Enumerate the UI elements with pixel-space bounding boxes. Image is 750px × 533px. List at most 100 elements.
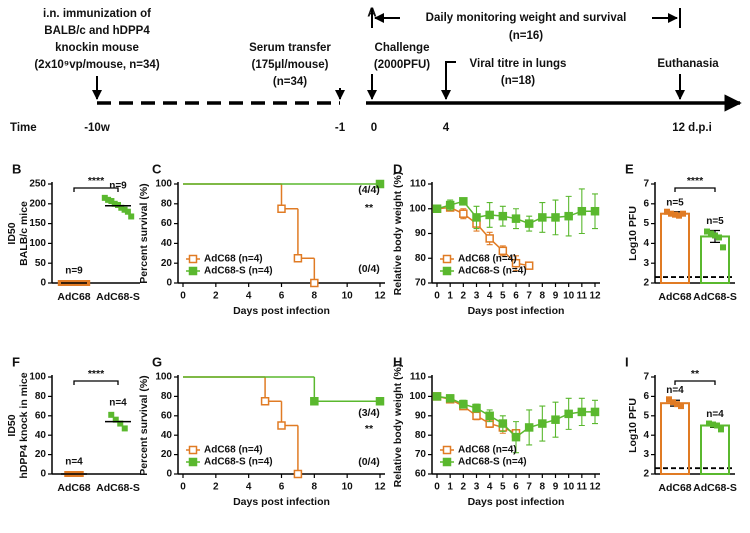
y-tick-label: 70 — [415, 278, 427, 289]
data-point — [664, 208, 670, 215]
data-point — [720, 244, 726, 251]
data-point — [128, 213, 135, 220]
data-point — [551, 415, 560, 424]
survival-point — [375, 397, 385, 406]
significance-label: **** — [88, 175, 105, 187]
x-tick-label: 8 — [312, 482, 318, 493]
x-tick-label: AdC68 — [658, 291, 691, 303]
data-point — [459, 399, 468, 409]
data-point — [678, 403, 684, 410]
x-tick-label: 6 — [279, 482, 285, 493]
event-text: (n=18) — [501, 75, 535, 87]
n-label: n=5 — [666, 197, 684, 208]
legend-marker — [442, 457, 452, 467]
data-point — [551, 213, 560, 222]
data-point — [485, 210, 494, 220]
x-axis-label: Days post infection — [233, 496, 330, 508]
data-point — [112, 416, 119, 423]
x-tick-label: AdC68-S — [96, 482, 140, 494]
data-point — [498, 246, 508, 256]
y-tick-label: 20 — [161, 258, 173, 269]
y-tick-label: 60 — [35, 410, 47, 421]
data-point — [704, 228, 710, 235]
annotation: (0/4) — [358, 456, 380, 468]
y-tick-label: 110 — [410, 179, 427, 190]
y-tick-label: 70 — [415, 449, 427, 460]
x-tick-label: 10 — [342, 291, 354, 302]
x-tick-label: 2 — [213, 291, 219, 302]
x-tick-label: 1 — [447, 291, 453, 302]
data-point — [445, 394, 455, 403]
x-tick-label: 12 — [374, 291, 386, 302]
x-tick-label: 5 — [500, 291, 506, 302]
bar — [700, 424, 730, 475]
survival-point — [310, 278, 319, 288]
data-point — [459, 209, 468, 218]
x-axis-label: Days post infection — [468, 496, 565, 508]
y-axis-label: Log10 PFU — [627, 206, 639, 261]
data-point — [577, 407, 587, 417]
y-tick-label: 250 — [29, 179, 46, 190]
tick-label: -1 — [335, 122, 346, 134]
x-tick-label: 8 — [540, 482, 546, 493]
x-tick-label: 3 — [474, 291, 480, 302]
significance-bracket — [73, 380, 119, 385]
y-tick-label: 80 — [415, 430, 427, 441]
data-point — [524, 423, 534, 432]
y-tick-label: 60 — [415, 469, 427, 480]
annotation: ** — [365, 423, 374, 435]
x-tick-label: 10 — [342, 482, 354, 493]
y-tick-label: 3 — [643, 449, 649, 460]
data-point — [121, 425, 128, 432]
x-tick-label: 4 — [487, 291, 493, 302]
y-tick-label: 6 — [643, 198, 649, 209]
y-tick-label: 7 — [643, 372, 649, 383]
y-tick-label: 60 — [161, 218, 173, 229]
significance-bracket — [73, 187, 119, 192]
legend-marker — [188, 445, 198, 455]
data-point — [712, 232, 718, 239]
event-text: Viral titre in lungs — [470, 58, 567, 70]
y-tick-label: 90 — [415, 410, 427, 421]
y-tick-label: 6 — [643, 391, 649, 402]
y-tick-label: 40 — [161, 430, 173, 441]
annotation: (3/4) — [358, 407, 380, 419]
y-axis-label: BALB/c mice — [18, 201, 30, 266]
y-tick-label: 20 — [35, 449, 47, 460]
x-axis-label: Days post infection — [468, 305, 565, 317]
y-tick-label: 0 — [40, 278, 46, 289]
y-tick-label: 100 — [29, 372, 46, 383]
legend-marker — [442, 266, 452, 276]
y-axis-label: Percent survival (%) — [138, 375, 150, 475]
y-tick-label: 7 — [643, 179, 649, 190]
data-point — [564, 211, 573, 221]
y-tick-label: 80 — [415, 253, 427, 264]
data-point — [668, 210, 674, 217]
data-point — [124, 208, 131, 215]
annotation: (4/4) — [358, 184, 380, 196]
data-point — [511, 214, 521, 223]
data-point — [105, 196, 112, 203]
y-axis-label: Log10 PFU — [627, 398, 639, 453]
event-text: i.n. immunization of — [43, 8, 151, 20]
y-tick-label: 0 — [166, 278, 172, 289]
y-tick-label: 90 — [415, 228, 427, 239]
y-tick-label: 2 — [643, 469, 649, 480]
x-tick-label: 0 — [434, 291, 440, 302]
survival-point — [293, 469, 303, 479]
y-tick-label: 0 — [40, 469, 46, 480]
y-tick-label: 100 — [155, 179, 172, 190]
x-tick-label: AdC68 — [658, 482, 691, 494]
x-tick-label: 11 — [577, 291, 588, 302]
panel-label: E — [625, 161, 634, 176]
significance-label: ** — [691, 368, 700, 380]
bar — [660, 212, 690, 284]
tick-label: -10w — [84, 122, 110, 134]
x-tick-label: 12 — [589, 291, 601, 302]
x-tick-label: 12 — [374, 482, 386, 493]
data-point — [590, 206, 600, 216]
x-tick-label: 6 — [513, 291, 519, 302]
annotation: (0/4) — [358, 263, 380, 275]
x-tick-label: 0 — [180, 482, 186, 493]
data-point — [524, 261, 534, 270]
